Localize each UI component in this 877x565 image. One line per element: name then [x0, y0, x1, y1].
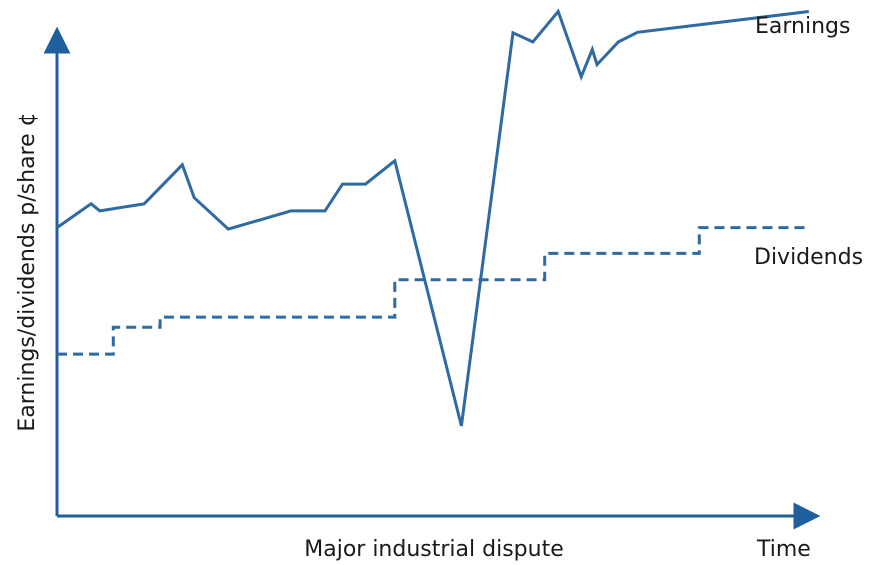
series-label-earnings: Earnings — [755, 14, 850, 39]
series-line-dividends — [57, 226, 809, 356]
y-axis-label: Earnings/dividends p/share ¢ — [15, 112, 40, 431]
series-label-dividends: Dividends — [754, 245, 863, 270]
annotation-label: Major industrial dispute — [304, 537, 563, 562]
x-axis-label: Time — [756, 537, 811, 562]
series-layer — [56, 8, 809, 427]
series-line-earnings — [56, 8, 809, 427]
axes — [43, 26, 821, 530]
